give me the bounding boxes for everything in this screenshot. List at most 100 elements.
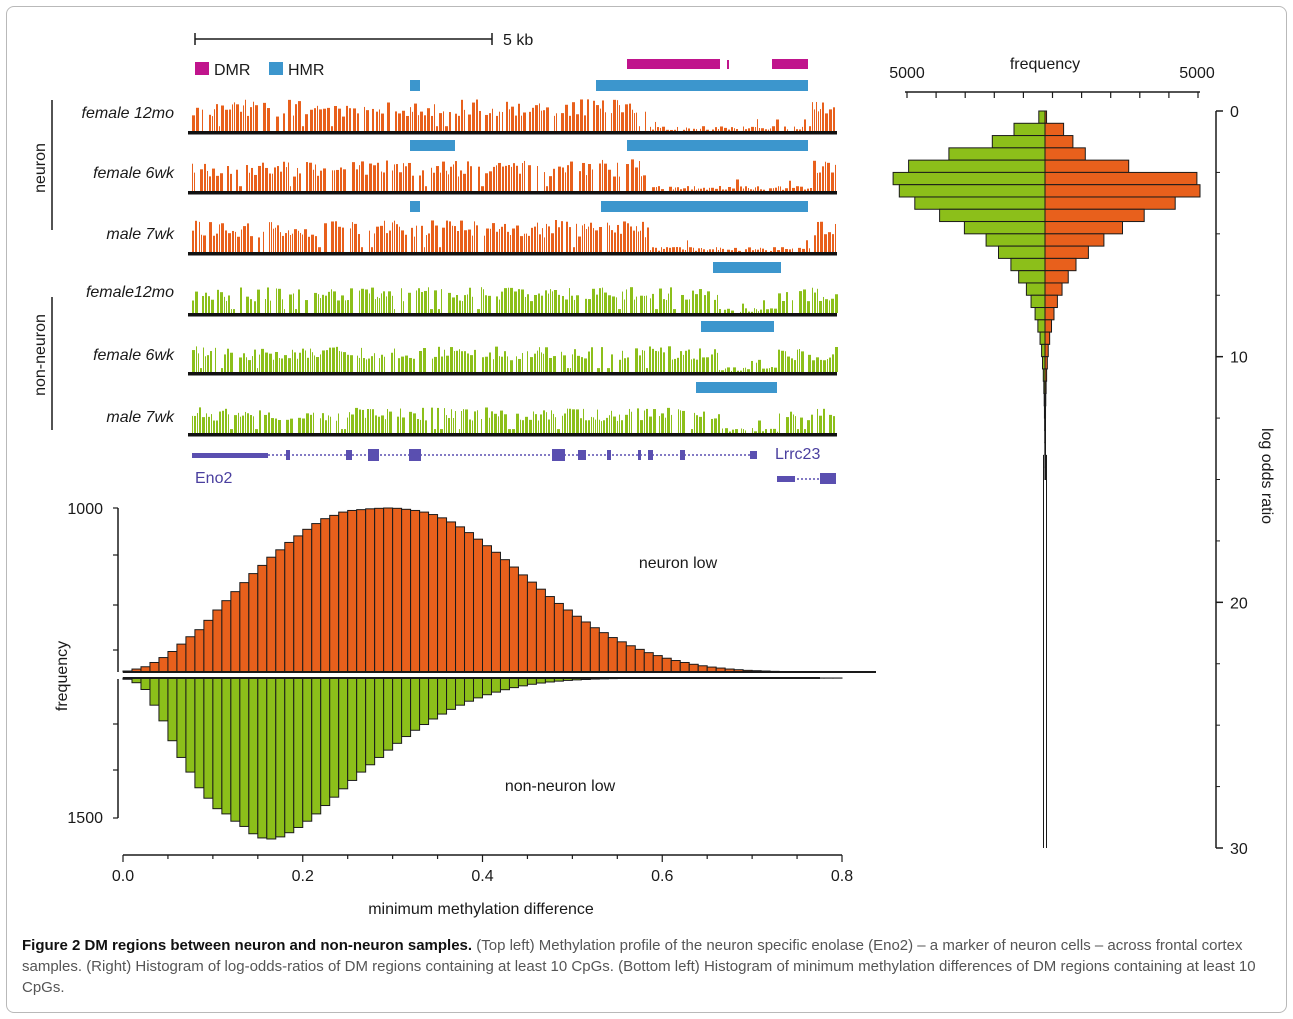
methylation-bar xyxy=(587,99,589,131)
methylation-bar xyxy=(792,248,793,252)
methylation-bar xyxy=(408,162,411,191)
methylation-bar xyxy=(357,113,359,131)
md-bar-non-neuron-low xyxy=(365,677,376,766)
methylation-bar xyxy=(361,247,363,252)
methylation-bar xyxy=(643,175,646,191)
md-bar-non-neuron-low xyxy=(311,677,322,815)
methylation-bar xyxy=(702,126,705,131)
methylation-bar xyxy=(727,308,730,313)
methylation-bar xyxy=(250,415,252,433)
methylation-bar xyxy=(629,103,631,131)
methylation-bar xyxy=(278,288,281,313)
methylation-bar xyxy=(434,104,435,131)
methylation-bar xyxy=(368,358,370,372)
methylation-bar xyxy=(695,294,698,313)
methylation-bar xyxy=(548,293,549,313)
methylation-bar xyxy=(501,226,503,252)
methylation-bar xyxy=(325,295,327,313)
methylation-bar xyxy=(446,170,447,191)
md-bar-neuron-low xyxy=(347,509,358,673)
methylation-bar xyxy=(454,226,456,252)
lor-bar-left xyxy=(1041,343,1046,358)
lor-bar-right xyxy=(1044,122,1065,137)
methylation-bar xyxy=(755,187,756,191)
lor-bar-right xyxy=(1044,343,1049,358)
methylation-bar xyxy=(640,295,643,313)
methylation-bar xyxy=(414,103,417,131)
methylation-bar xyxy=(314,292,317,313)
methylation-bar xyxy=(224,354,226,372)
methylation-bar xyxy=(508,165,510,191)
methylation-bar xyxy=(557,429,560,433)
methylation-bar xyxy=(326,350,328,372)
methylation-bar xyxy=(302,126,304,131)
methylation-bar xyxy=(806,240,808,252)
methylation-bar xyxy=(535,105,538,131)
lor-bar-left xyxy=(1037,319,1046,333)
methylation-bar xyxy=(359,409,361,433)
methylation-bar xyxy=(599,226,602,252)
methylation-bar xyxy=(236,104,239,131)
methylation-bar xyxy=(431,407,433,433)
methylation-bar xyxy=(373,165,376,191)
methylation-bar xyxy=(338,108,341,131)
methylation-bar xyxy=(338,413,339,433)
methylation-bar xyxy=(613,416,616,433)
methylation-bar xyxy=(192,230,194,252)
methylation-bar xyxy=(561,351,562,372)
methylation-bar xyxy=(564,413,566,433)
methylation-bar xyxy=(425,186,427,191)
lor-bar-left xyxy=(998,245,1046,259)
methylation-bar xyxy=(601,347,603,372)
methylation-bar xyxy=(543,110,545,131)
methylation-bar xyxy=(288,99,291,131)
methylation-bar xyxy=(578,236,581,252)
methylation-bar xyxy=(731,310,734,313)
methylation-bar xyxy=(722,248,724,252)
methylation-bar xyxy=(455,161,457,191)
md-bar-non-neuron-low xyxy=(167,677,178,742)
methylation-bar xyxy=(567,165,569,191)
methylation-bar xyxy=(662,126,665,131)
methylation-bar xyxy=(274,167,276,191)
methylation-bar xyxy=(464,109,465,131)
methylation-bar xyxy=(796,129,798,131)
methylation-bar xyxy=(644,350,645,372)
methylation-track: female 6wk xyxy=(93,140,837,195)
methylation-bar xyxy=(745,367,746,372)
methylation-bar xyxy=(666,247,668,252)
methylation-bar xyxy=(469,419,471,433)
methylation-bar xyxy=(318,294,319,313)
methylation-bar xyxy=(276,116,279,131)
methylation-bar xyxy=(756,309,757,313)
methylation-bar xyxy=(563,355,566,372)
methylation-bar xyxy=(272,173,273,191)
methylation-bar xyxy=(711,187,714,191)
methylation-bar xyxy=(660,127,661,131)
methylation-bar xyxy=(306,413,309,433)
methylation-bar xyxy=(677,357,679,372)
methylation-bar xyxy=(520,236,523,252)
methylation-bar xyxy=(689,247,692,252)
methylation-bar xyxy=(460,220,463,252)
methylation-bar xyxy=(668,346,671,372)
methylation-bar xyxy=(621,112,624,131)
methylation-bar xyxy=(371,356,373,372)
md-bar-non-neuron-low xyxy=(401,677,412,738)
methylation-bar xyxy=(501,291,503,313)
methylation-bar xyxy=(687,186,689,191)
dmr-legend-swatch xyxy=(195,62,209,75)
methylation-bar xyxy=(637,408,639,433)
methylation-bar xyxy=(288,358,291,372)
methylation-bar xyxy=(655,350,657,372)
methylation-bar xyxy=(385,419,386,433)
methylation-bar xyxy=(765,129,767,131)
methylation-bar xyxy=(440,429,443,433)
methylation-bar xyxy=(265,352,268,372)
lor-bar-right xyxy=(1044,270,1069,284)
methylation-bar xyxy=(522,352,523,372)
methylation-bar xyxy=(737,370,739,372)
methylation-bar xyxy=(802,126,803,131)
methylation-bar xyxy=(819,300,822,313)
methylation-bar xyxy=(320,170,322,191)
